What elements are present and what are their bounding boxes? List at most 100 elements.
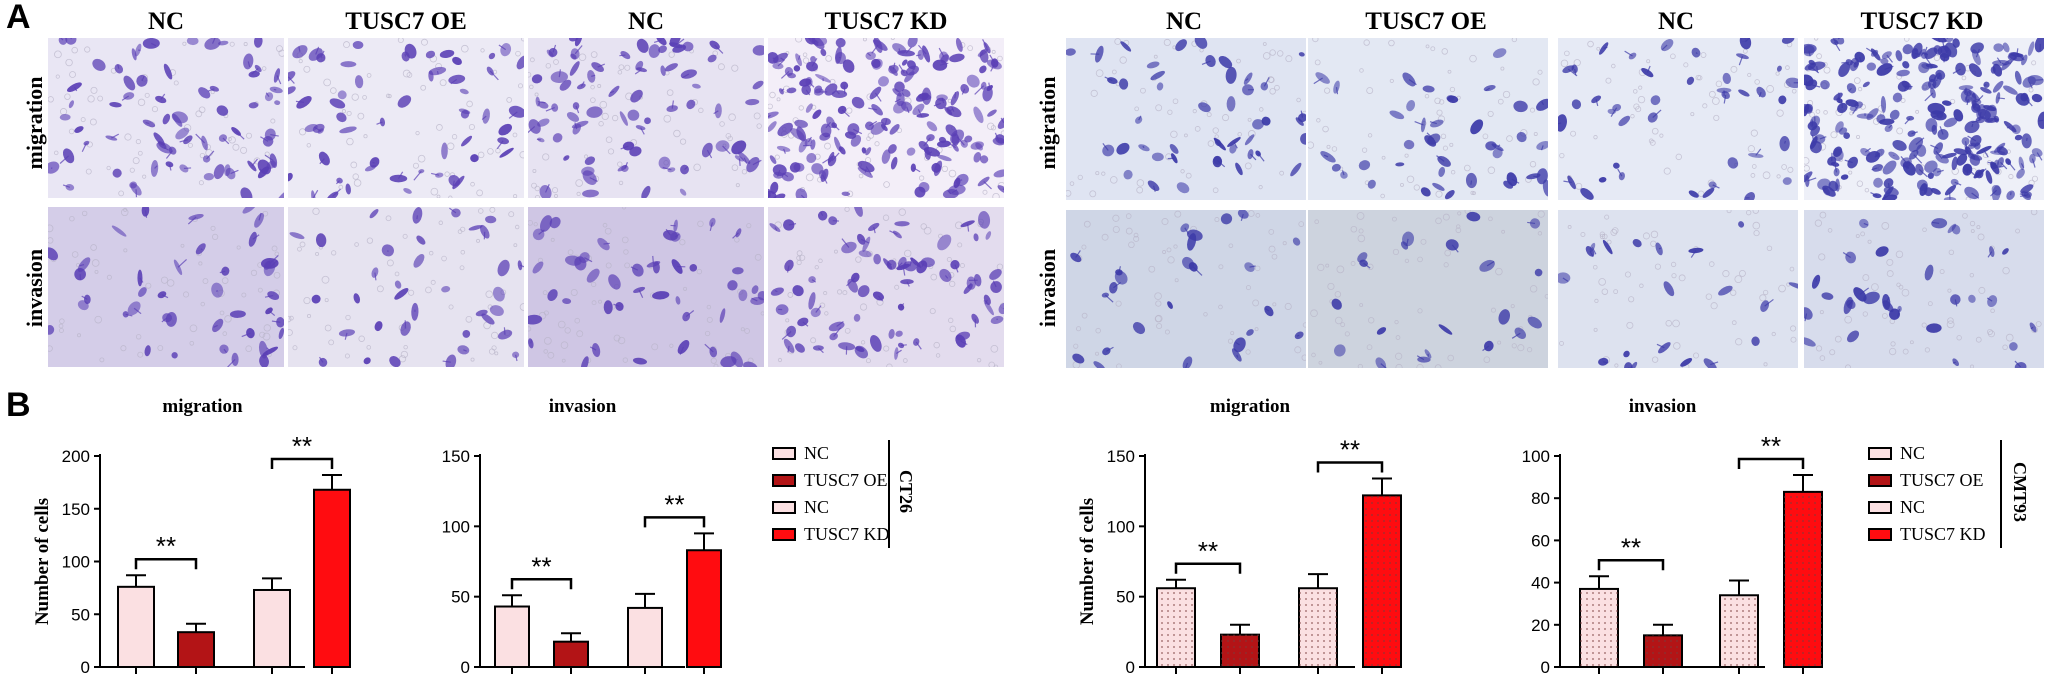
y-tick-label: 40 — [1531, 574, 1550, 593]
y-tick-label: 0 — [1126, 658, 1135, 677]
y-tick-label: 0 — [81, 658, 90, 677]
bar-texture — [1157, 588, 1195, 667]
left-invasion-micrograph-3 — [528, 207, 764, 367]
right-invasion-micrograph-1 — [1066, 210, 1306, 368]
y-tick-label: 100 — [1522, 447, 1550, 466]
bar-chart-cmt93-migration: 0 50 100 150 migration Number of cells ** ** — [1045, 392, 1402, 682]
row-label-migration: migration — [1035, 76, 1060, 170]
legend-cmt93: NC TUSC7 OE NC TUSC7 KD — [1868, 440, 1986, 548]
right-migration-micrograph-2 — [1308, 38, 1548, 200]
chart-title: invasion — [1629, 396, 1697, 417]
legend-label: TUSC7 KD — [804, 524, 890, 544]
bar — [494, 605, 530, 669]
left-migration-micrograph-2 — [288, 38, 524, 198]
significance-label: ** — [531, 551, 551, 581]
y-tick-label: 150 — [1107, 447, 1135, 466]
bar — [553, 640, 589, 668]
significance-label: ** — [292, 431, 312, 461]
right-migration-micrograph-4 — [1804, 38, 2044, 200]
panel-letter-b: B — [6, 386, 31, 424]
column-header: NC — [627, 8, 665, 35]
chart-title: migration — [162, 396, 243, 417]
significance-label: ** — [1761, 431, 1781, 461]
legend-bracket — [888, 440, 890, 548]
y-tick-label: 150 — [442, 447, 470, 466]
panel-letter-a: A — [6, 0, 31, 36]
legend-label: NC — [1900, 443, 1926, 463]
cell-line-label-ct26: CT26 — [896, 470, 916, 514]
y-tick-label: 100 — [1107, 517, 1135, 536]
y-tick-label: 100 — [62, 553, 90, 572]
significance-bracket — [270, 457, 334, 469]
y-tick-label: 50 — [71, 605, 90, 624]
right-invasion-micrograph-4 — [1804, 210, 2044, 368]
left-invasion-micrograph-1 — [48, 207, 284, 367]
bar-chart-ct26-invasion: 0 50 100 150 invasion ** ** — [420, 392, 722, 682]
legend-item: NC — [1868, 440, 1986, 467]
bar — [177, 631, 215, 668]
legend-item: NC — [772, 494, 890, 521]
column-header: NC — [147, 8, 185, 35]
y-tick-label: 100 — [442, 517, 470, 536]
significance-bracket — [1597, 559, 1665, 571]
y-axis-label: Number of cells — [32, 498, 53, 625]
legend-label: TUSC7 OE — [804, 470, 888, 490]
bar — [686, 549, 722, 669]
bar-texture — [1580, 588, 1618, 667]
left-migration-micrograph-4 — [768, 38, 1004, 198]
y-tick-label: 50 — [1116, 588, 1135, 607]
bar-texture — [1363, 495, 1401, 667]
left-invasion-micrograph-2 — [288, 207, 524, 367]
significance-bracket — [1737, 457, 1805, 469]
left-invasion-micrograph-4 — [768, 207, 1004, 367]
significance-bracket — [643, 516, 706, 528]
significance-label: ** — [1621, 532, 1641, 562]
right-migration-micrograph-3 — [1558, 38, 1798, 200]
bar — [253, 588, 291, 668]
cell-line-label-cmt93: CMT93 — [2010, 462, 2030, 522]
column-header: NC — [1657, 8, 1695, 35]
significance-label: ** — [1340, 435, 1360, 465]
bar-texture — [1644, 635, 1682, 667]
bar — [627, 606, 663, 668]
left-migration-micrograph-3 — [528, 38, 764, 198]
legend-bracket — [2000, 440, 2002, 548]
y-tick-label: 60 — [1531, 531, 1550, 550]
bar-texture — [1299, 588, 1337, 667]
significance-bracket — [134, 557, 198, 570]
row-label-invasion: invasion — [22, 248, 47, 328]
significance-bracket — [1174, 562, 1242, 574]
y-axis-label: Number of cells — [1077, 498, 1098, 625]
legend-label: TUSC7 OE — [1900, 470, 1984, 490]
bar-texture — [1720, 595, 1758, 667]
y-tick-label: 50 — [451, 588, 470, 607]
significance-bracket — [510, 578, 573, 590]
left-migration-micrograph-1 — [48, 38, 284, 198]
chart-title: invasion — [549, 396, 617, 417]
bar — [117, 585, 155, 669]
row-label-migration: migration — [22, 76, 47, 170]
legend-item: NC — [1868, 494, 1986, 521]
legend-item: NC — [772, 440, 890, 467]
right-invasion-micrograph-2 — [1308, 210, 1548, 368]
bar-texture — [1221, 634, 1259, 667]
legend-label: NC — [1900, 497, 1926, 517]
bar-texture — [1784, 491, 1822, 667]
chart-title: migration — [1210, 396, 1291, 417]
legend-label: NC — [804, 497, 830, 517]
y-tick-label: 80 — [1531, 489, 1550, 508]
right-invasion-micrograph-3 — [1558, 210, 1798, 368]
y-tick-label: 150 — [62, 500, 90, 519]
bar — [313, 488, 351, 669]
y-tick-label: 200 — [62, 447, 90, 466]
legend-item: TUSC7 OE — [772, 467, 890, 494]
legend-ct26: NC TUSC7 OE NC TUSC7 KD — [772, 440, 890, 548]
column-header: TUSC7 KD — [1860, 8, 1984, 35]
column-header: NC — [1165, 8, 1203, 35]
y-tick-label: 0 — [461, 658, 470, 677]
column-header: TUSC7 KD — [824, 8, 948, 35]
column-header: TUSC7 OE — [1365, 8, 1487, 35]
legend-label: NC — [804, 443, 830, 463]
significance-label: ** — [1198, 536, 1218, 566]
legend-label: TUSC7 KD — [1900, 524, 1986, 544]
